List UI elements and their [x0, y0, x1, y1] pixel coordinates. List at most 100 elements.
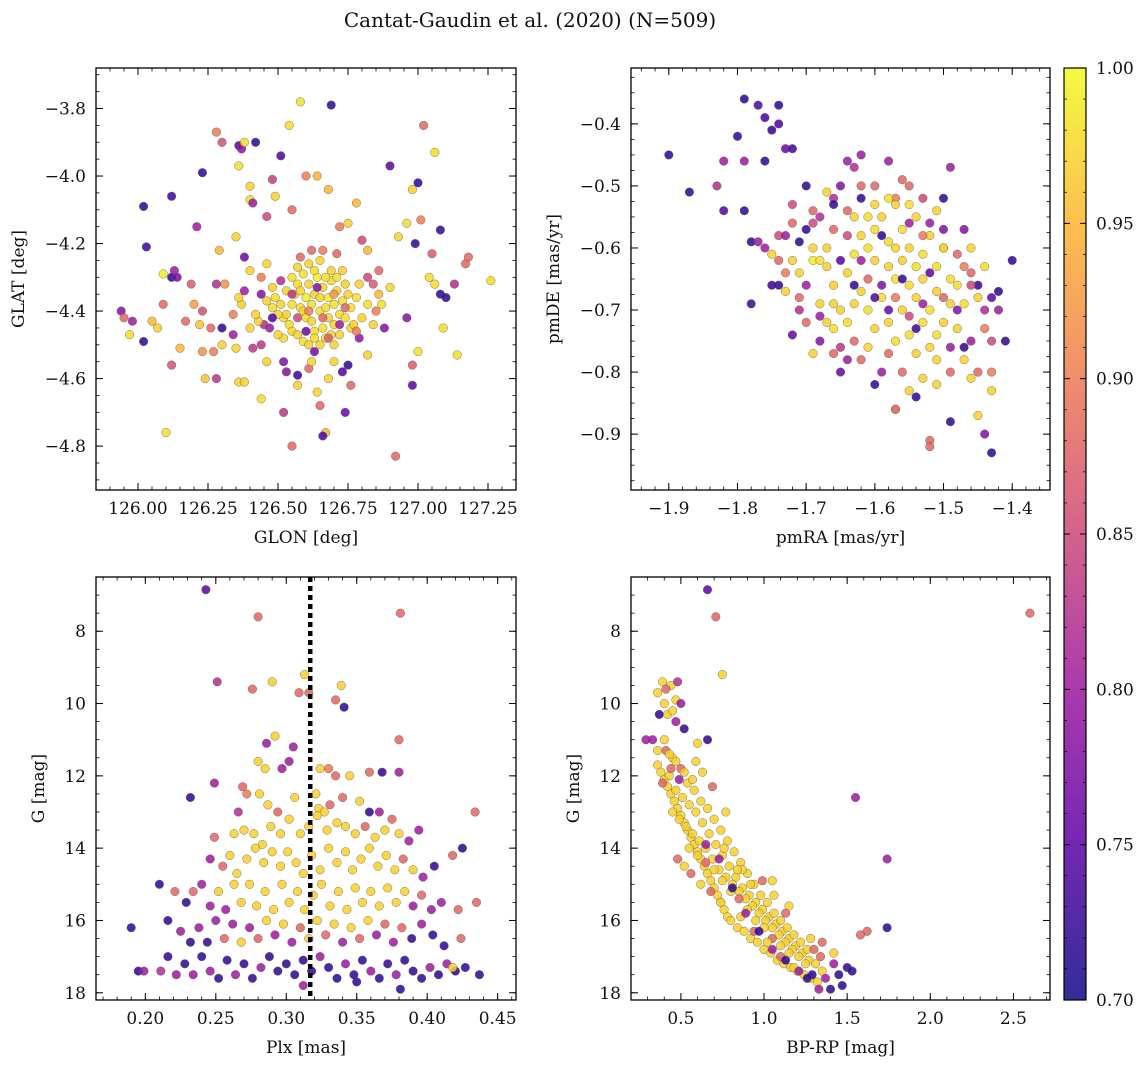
points-bl — [126, 585, 484, 994]
y-tick-label: −4.2 — [45, 235, 86, 255]
data-point — [966, 336, 976, 346]
data-point — [395, 608, 405, 618]
y-axis-label: GLAT [deg] — [9, 230, 29, 328]
data-point — [829, 349, 839, 359]
data-point — [236, 937, 246, 947]
data-point — [689, 785, 699, 795]
data-point — [253, 934, 263, 944]
data-point — [904, 218, 914, 228]
data-point — [315, 255, 325, 265]
data-point — [668, 706, 678, 716]
data-point — [284, 897, 294, 907]
data-point — [693, 850, 703, 860]
data-point — [863, 305, 873, 315]
data-point — [417, 919, 427, 929]
data-point — [836, 181, 846, 191]
data-point — [264, 952, 274, 962]
data-point — [307, 245, 317, 255]
data-point — [911, 324, 921, 334]
data-point — [815, 311, 825, 321]
data-point — [741, 908, 751, 918]
data-point — [284, 814, 294, 824]
data-point — [410, 239, 420, 249]
data-point — [231, 343, 241, 353]
data-point — [870, 181, 880, 191]
data-point — [247, 684, 257, 694]
data-point — [851, 793, 861, 803]
data-point — [829, 324, 839, 334]
data-point — [158, 299, 168, 309]
figure-title: Cantat-Gaudin et al. (2020) (N=509) — [344, 8, 716, 32]
data-point — [842, 231, 852, 241]
data-point — [276, 299, 286, 309]
data-point — [408, 865, 418, 875]
points-br — [641, 585, 1035, 994]
data-point — [281, 959, 291, 969]
data-point — [270, 930, 280, 940]
data-point — [242, 789, 252, 799]
data-point — [262, 357, 272, 367]
data-point — [711, 840, 721, 850]
data-point — [704, 829, 714, 839]
data-point — [822, 317, 832, 327]
data-point — [767, 125, 777, 135]
data-point — [295, 97, 305, 107]
data-point — [397, 923, 407, 933]
data-point — [815, 212, 825, 222]
data-point — [973, 367, 983, 377]
data-point — [279, 407, 289, 417]
data-point — [189, 299, 199, 309]
axes-frame — [95, 576, 517, 1001]
data-point — [340, 407, 350, 417]
data-point — [712, 181, 722, 191]
data-point — [693, 738, 703, 748]
data-point — [351, 198, 361, 208]
data-point — [413, 347, 423, 357]
data-point — [357, 897, 367, 907]
data-point — [822, 187, 832, 197]
data-point — [340, 303, 350, 313]
data-point — [739, 156, 749, 166]
data-point — [959, 262, 969, 272]
data-point — [318, 431, 328, 441]
data-point — [796, 937, 806, 947]
data-point — [815, 255, 825, 265]
data-point — [147, 316, 157, 326]
data-point — [436, 897, 446, 907]
data-point — [413, 178, 423, 188]
data-point — [438, 323, 448, 333]
data-point — [945, 417, 955, 427]
data-point — [269, 905, 279, 915]
x-tick-label: 2.0 — [917, 1009, 944, 1029]
data-point — [218, 861, 228, 871]
data-point — [856, 255, 866, 265]
data-point — [391, 451, 401, 461]
data-point — [751, 916, 761, 926]
data-point — [801, 317, 811, 327]
axes-frame — [95, 67, 517, 491]
data-point — [814, 984, 824, 994]
data-point — [842, 268, 852, 278]
data-point — [393, 232, 403, 242]
data-point — [849, 249, 859, 259]
y-tick-label: −0.9 — [580, 425, 621, 445]
x-tick-label: 0.5 — [667, 1009, 694, 1029]
data-point — [332, 973, 342, 983]
data-point — [821, 973, 831, 983]
data-point — [245, 923, 255, 933]
data-point — [678, 793, 688, 803]
data-point — [681, 822, 691, 832]
data-point — [842, 156, 852, 166]
data-point — [245, 266, 255, 276]
data-point — [1025, 608, 1035, 618]
data-point — [291, 858, 301, 868]
data-point — [360, 822, 370, 832]
data-point — [711, 612, 721, 622]
data-point — [787, 255, 797, 265]
data-point — [884, 237, 894, 247]
data-point — [228, 309, 238, 319]
data-point — [298, 955, 308, 965]
data-point — [205, 854, 215, 864]
data-point — [276, 829, 286, 839]
data-point — [262, 259, 272, 269]
